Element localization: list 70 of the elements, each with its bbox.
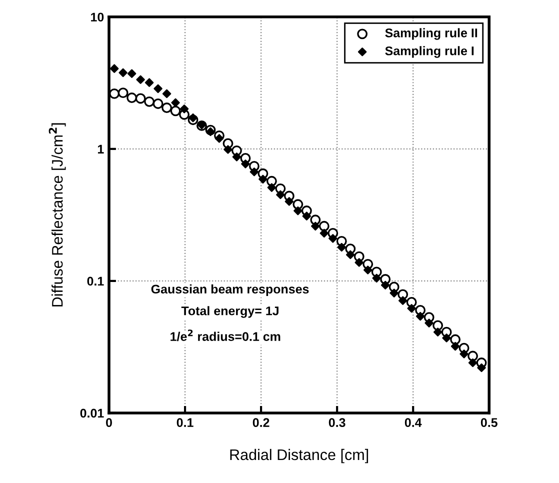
x-tick-label: 0.2 (252, 418, 270, 428)
point (354, 258, 364, 267)
legend-label: Sampling rule II (385, 28, 478, 40)
point (154, 84, 162, 94)
point (468, 350, 478, 362)
point (302, 212, 312, 220)
point (416, 312, 425, 321)
point (432, 320, 444, 331)
x-tick-label: 0.1 (176, 418, 194, 428)
point (442, 334, 451, 342)
point (109, 88, 120, 99)
point (152, 98, 164, 109)
point (144, 96, 155, 107)
point (110, 64, 119, 73)
point (433, 328, 442, 336)
point (162, 89, 172, 98)
x-tick-label: 0.5 (480, 418, 498, 428)
point (468, 358, 478, 368)
point (224, 145, 232, 154)
point (127, 69, 136, 78)
point (328, 234, 338, 243)
point (318, 220, 330, 232)
point (284, 197, 294, 206)
annotation: 1/e$^{2}$ radius=0.1 cm (170, 330, 280, 342)
point (118, 68, 128, 78)
point (214, 134, 224, 143)
point (311, 222, 320, 231)
point (346, 250, 355, 260)
point (337, 242, 346, 252)
point (380, 280, 390, 290)
point (390, 288, 398, 298)
point (144, 78, 154, 87)
point (126, 92, 138, 104)
point (162, 102, 172, 113)
point (258, 174, 268, 184)
x-tick-label: 0 (106, 418, 112, 428)
point (118, 88, 128, 98)
point (267, 183, 276, 192)
point (398, 296, 408, 305)
annotation: Gaussian beam responses (151, 284, 309, 296)
point (170, 106, 181, 116)
point (180, 104, 189, 114)
y-tick-label: 1 (98, 144, 104, 154)
point (250, 168, 259, 176)
y-axis-title: Diffuse Reflectance [J/cm$^{2}$] (48, 123, 66, 306)
point (407, 304, 416, 313)
point (232, 152, 242, 162)
point (363, 266, 372, 274)
point (450, 334, 461, 345)
point (241, 160, 250, 168)
legend-label: Sampling rule I (385, 46, 474, 58)
point (372, 274, 381, 283)
point (424, 318, 434, 328)
point (450, 342, 460, 351)
point (460, 350, 468, 358)
y-tick-label: 0.01 (80, 408, 104, 418)
point (294, 206, 302, 216)
point (206, 127, 215, 136)
point (135, 93, 146, 104)
annotation: Total energy= 1J (181, 306, 278, 318)
x-tick-label: 0.4 (404, 418, 422, 428)
point (477, 363, 486, 372)
point (136, 75, 145, 84)
y-tick-label: 10 (91, 12, 104, 22)
x-axis-title: Radial Distance [cm] (230, 448, 368, 464)
x-tick-label: 0.3 (328, 418, 346, 428)
point (320, 228, 329, 238)
y-tick-label: 0.1 (87, 276, 104, 286)
point (276, 190, 285, 200)
point (188, 113, 198, 122)
